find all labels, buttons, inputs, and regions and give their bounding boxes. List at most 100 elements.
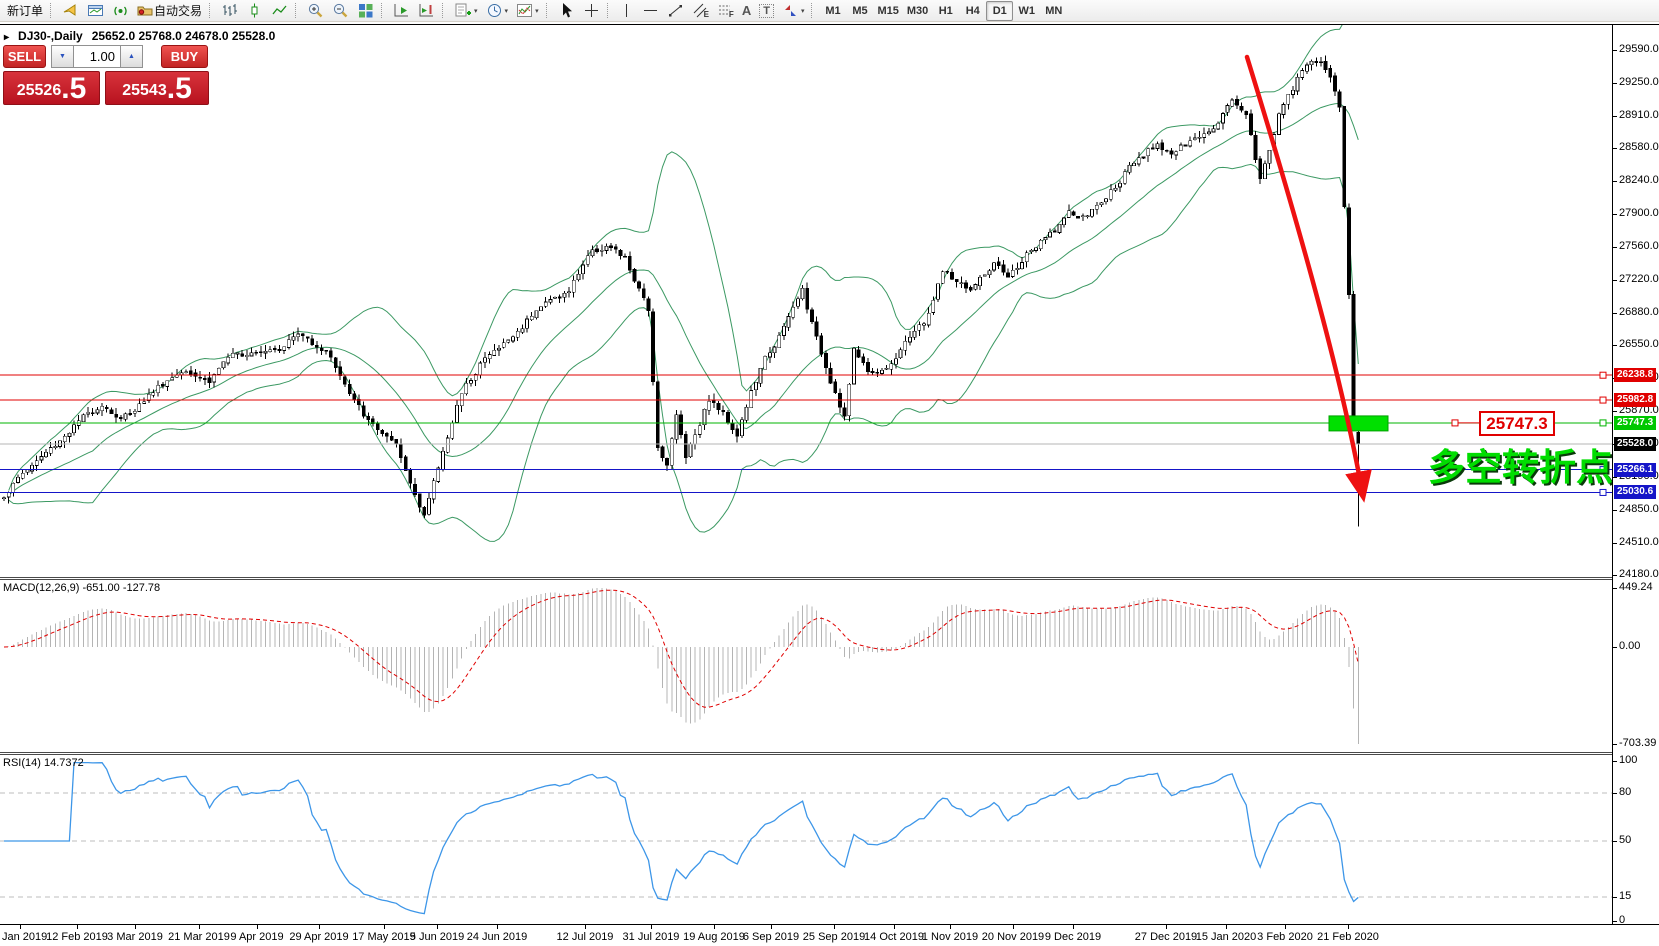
price-tick-label: 28240.0: [1619, 174, 1659, 186]
volume-input[interactable]: [74, 45, 120, 68]
price-tick-mark: [1613, 575, 1617, 576]
chevron-down-icon: ▾: [800, 7, 805, 15]
autotrading-button[interactable]: 自动交易: [133, 1, 206, 21]
crash-arrow[interactable]: [1244, 54, 1372, 503]
zoom-in-icon: [307, 2, 324, 19]
indicators-button[interactable]: ▾: [512, 1, 543, 21]
channel-e-label: E: [703, 9, 709, 19]
auto-scroll-button[interactable]: [389, 1, 414, 21]
chart-window: DJ30-,Daily 25652.0 25768.0 24678.0 2552…: [0, 24, 1659, 946]
trendline-tool-button[interactable]: [663, 1, 688, 21]
arrows-tool-button[interactable]: ▾: [778, 1, 809, 21]
tile-windows-button[interactable]: [353, 1, 378, 21]
volume-decrease-button[interactable]: ▼: [51, 45, 74, 68]
fibonacci-tool-button[interactable]: F: [713, 1, 738, 21]
date-label: 24 Jun 2019: [466, 931, 528, 943]
rsi-label: RSI(14) 14.7372: [3, 757, 84, 769]
chevron-down-icon: ▾: [535, 7, 539, 15]
tf-d1-button[interactable]: D1: [986, 0, 1014, 21]
macd-pane[interactable]: [0, 580, 1612, 752]
profiles-button[interactable]: ▾: [482, 1, 513, 21]
sell-button[interactable]: SELL: [3, 45, 46, 68]
zoom-in-button[interactable]: [303, 1, 328, 21]
chart-shift-button[interactable]: [414, 1, 439, 21]
date-tick-mark: [257, 925, 258, 929]
vertical-line-tool-button[interactable]: [615, 1, 638, 21]
sell-price-main: 25526: [16, 82, 62, 99]
pane-separator[interactable]: [0, 577, 1612, 580]
price-tick-label: 26550.0: [1619, 338, 1659, 350]
channel-icon: [692, 2, 707, 19]
tf-m30-button[interactable]: M30: [903, 1, 932, 21]
bar-chart-mode-button[interactable]: [217, 1, 242, 21]
new-order-button[interactable]: 新订单: [3, 1, 47, 21]
hline-marker: [1599, 396, 1607, 404]
date-label: 21 Feb 2020: [1317, 931, 1379, 943]
tf-m15-button[interactable]: M15: [873, 1, 902, 21]
support-price-callout[interactable]: 25747.3: [1479, 411, 1555, 436]
line-chart-icon: [271, 2, 288, 19]
chart-title: DJ30-,Daily 25652.0 25768.0 24678.0 2552…: [4, 29, 275, 43]
price-tick-mark: [1613, 345, 1617, 346]
hline-marker: [1599, 488, 1607, 496]
date-tick-mark: [950, 925, 951, 929]
horn-button[interactable]: [58, 1, 83, 21]
candlestick-mode-button[interactable]: [242, 1, 267, 21]
rsi-tick-label: 0: [1619, 914, 1626, 926]
chart-window-icon: [87, 2, 104, 19]
tf-w1-button[interactable]: W1: [1013, 1, 1040, 21]
date-tick-mark: [771, 925, 772, 929]
line-chart-mode-button[interactable]: [267, 1, 292, 21]
cursor-tool-button[interactable]: [554, 1, 579, 21]
auto-scroll-icon: [393, 2, 410, 19]
toolbar-grip: [545, 3, 550, 18]
tf-mn-button[interactable]: MN: [1040, 1, 1067, 21]
main-price-pane[interactable]: [0, 25, 1612, 577]
pane-separator[interactable]: [0, 752, 1612, 755]
price-tick-mark: [1613, 542, 1617, 544]
date-tick-mark: [714, 925, 715, 929]
price-tick-mark: [1613, 279, 1617, 281]
new-chart-button[interactable]: ▾: [450, 1, 482, 21]
price-tick-label: 26880.0: [1619, 305, 1659, 318]
broadcast-button[interactable]: [108, 1, 133, 21]
tf-m1-button[interactable]: M1: [819, 1, 846, 21]
buy-button[interactable]: BUY: [161, 45, 208, 68]
hline-marker: [1599, 466, 1607, 474]
channel-tool-button[interactable]: E: [688, 1, 713, 21]
date-label: 25 Sep 2019: [802, 931, 866, 943]
volume-increase-button[interactable]: ▲: [120, 45, 143, 68]
price-tick-label: 27560.0: [1619, 239, 1659, 252]
toolbar-grip: [295, 3, 299, 18]
buy-price-main: 25543: [122, 82, 167, 99]
date-label: 9 Apr 2019: [230, 931, 284, 943]
fibonacci-icon: [717, 2, 732, 19]
price-tick-label: 29590.0: [1619, 43, 1659, 55]
price-tick-label: 24850.0: [1619, 502, 1659, 515]
support-zone-rect[interactable]: [1328, 415, 1389, 432]
date-label: 31 Jul 2019: [622, 931, 680, 943]
buy-price-box[interactable]: 25543 .5: [105, 71, 209, 105]
horizontal-line-tool-button[interactable]: [638, 1, 663, 21]
price-tick-label: 29250.0: [1619, 75, 1659, 88]
turning-point-annotation[interactable]: 多空转折点: [1428, 447, 1613, 488]
rsi-pane[interactable]: [0, 755, 1612, 924]
buy-price-frac: .5: [166, 72, 192, 106]
sell-price-box[interactable]: 25526 .5: [3, 71, 100, 105]
chart-window-button[interactable]: [83, 1, 108, 21]
tf-h1-button[interactable]: H1: [932, 1, 959, 21]
date-label: 14 Oct 2019: [864, 931, 924, 943]
horizontal-line-icon: [642, 2, 659, 19]
crosshair-tool-button[interactable]: [579, 1, 604, 21]
trendline-icon: [667, 2, 684, 19]
tf-m5-button[interactable]: M5: [846, 1, 873, 21]
zoom-out-button[interactable]: [328, 1, 353, 21]
tf-h4-button[interactable]: H4: [959, 1, 986, 21]
hline-marker: [1599, 419, 1607, 427]
price-tick-label: 27220.0: [1619, 272, 1659, 285]
text-tool-button[interactable]: A: [738, 1, 755, 21]
text-label-tool-button[interactable]: T: [755, 1, 778, 21]
toolbar-grip: [50, 3, 54, 18]
price-tick-mark: [1613, 181, 1617, 182]
